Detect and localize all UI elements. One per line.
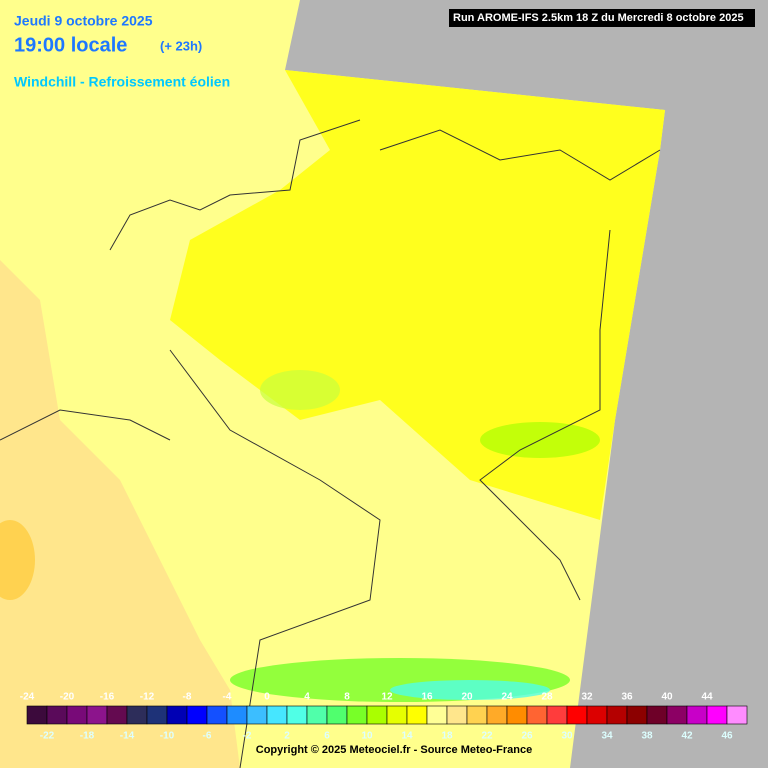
- legend-swatch: [586, 705, 608, 725]
- legend-label: -6: [203, 731, 212, 742]
- legend-label: 34: [601, 731, 613, 742]
- run-info: Run AROME-IFS 2.5km 18 Z du Mercredi 8 o…: [453, 12, 744, 24]
- legend-label: 36: [621, 692, 633, 703]
- legend-label: 44: [701, 692, 713, 703]
- legend-label: 12: [381, 692, 393, 703]
- legend-label: 8: [344, 692, 350, 703]
- legend-label: -18: [80, 731, 95, 742]
- date: Jeudi 9 octobre 2025: [14, 13, 153, 29]
- legend-swatch: [106, 705, 128, 725]
- legend-label: 16: [421, 692, 433, 703]
- legend-label: -8: [183, 692, 192, 703]
- copyright: Copyright © 2025 Meteociel.fr - Source M…: [256, 744, 532, 756]
- lead: (+ 23h): [160, 38, 202, 53]
- legend-swatch: [226, 705, 248, 725]
- legend-label: -24: [20, 692, 35, 703]
- legend-label: 40: [661, 692, 673, 703]
- legend-label: 42: [681, 731, 693, 742]
- legend-swatch: [726, 705, 748, 725]
- field-cyan: [390, 680, 550, 700]
- legend-swatch: [626, 705, 648, 725]
- legend-label: 32: [581, 692, 593, 703]
- legend-label: 10: [361, 731, 373, 742]
- legend-label: 30: [561, 731, 573, 742]
- legend-label: 0: [264, 692, 270, 703]
- legend-label: 18: [441, 731, 453, 742]
- legend-label: -20: [60, 692, 75, 703]
- legend-swatch: [566, 705, 588, 725]
- legend-label: -2: [243, 731, 252, 742]
- border: [0, 409, 171, 441]
- legend-swatch: [386, 705, 408, 725]
- legend-label: -12: [140, 692, 155, 703]
- legend-label: -4: [223, 692, 232, 703]
- legend-swatch: [686, 705, 708, 725]
- coastline: [379, 129, 661, 181]
- field-orange: [0, 260, 240, 768]
- coastline: [109, 119, 361, 251]
- legend-swatch: [126, 705, 148, 725]
- legend-swatch: [26, 705, 48, 725]
- legend-label: 4: [304, 692, 310, 703]
- legend-swatch: [466, 705, 488, 725]
- legend-swatch: [146, 705, 168, 725]
- legend-swatch: [186, 705, 208, 725]
- legend-label: 14: [401, 731, 413, 742]
- legend-swatch: [486, 705, 508, 725]
- legend-label: -22: [40, 731, 55, 742]
- border: [479, 229, 611, 601]
- legend-swatch: [46, 705, 68, 725]
- legend-label: 38: [641, 731, 653, 742]
- legend-label: 46: [721, 731, 733, 742]
- legend-label: 20: [461, 692, 473, 703]
- legend-label: -14: [120, 731, 135, 742]
- legend-swatch: [286, 705, 308, 725]
- legend-label: -10: [160, 731, 175, 742]
- legend-swatch: [66, 705, 88, 725]
- legend-label: 28: [541, 692, 553, 703]
- legend-label: 2: [284, 731, 290, 742]
- legend-swatch: [326, 705, 348, 725]
- legend-swatch: [546, 705, 568, 725]
- legend-label: 26: [521, 731, 533, 742]
- legend-swatch: [346, 705, 368, 725]
- legend-swatch: [666, 705, 688, 725]
- field-warm: [0, 520, 35, 600]
- field-green: [260, 370, 340, 410]
- time: 19:00 locale: [14, 34, 127, 56]
- legend-swatch: [606, 705, 628, 725]
- legend-swatch: [306, 705, 328, 725]
- legend-swatch: [506, 705, 528, 725]
- legend-swatch: [166, 705, 188, 725]
- legend-label: 22: [481, 731, 493, 742]
- legend-swatch: [266, 705, 288, 725]
- border: [169, 349, 381, 769]
- legend: -24-22-20-18-16-14-12-10-8-6-4-202468101…: [20, 692, 748, 742]
- subtitle: Windchill - Refroissement éolien: [14, 74, 230, 90]
- legend-label: 24: [501, 692, 513, 703]
- run-box: [449, 9, 755, 27]
- legend-swatch: [526, 705, 548, 725]
- legend-swatch: [446, 705, 468, 725]
- legend-swatch: [426, 705, 448, 725]
- legend-label: 6: [324, 731, 330, 742]
- legend-swatch: [206, 705, 228, 725]
- legend-swatch: [706, 705, 728, 725]
- legend-swatch: [366, 705, 388, 725]
- legend-swatch: [246, 705, 268, 725]
- legend-swatch: [406, 705, 428, 725]
- legend-label: -16: [100, 692, 115, 703]
- legend-swatch: [646, 705, 668, 725]
- legend-swatch: [86, 705, 108, 725]
